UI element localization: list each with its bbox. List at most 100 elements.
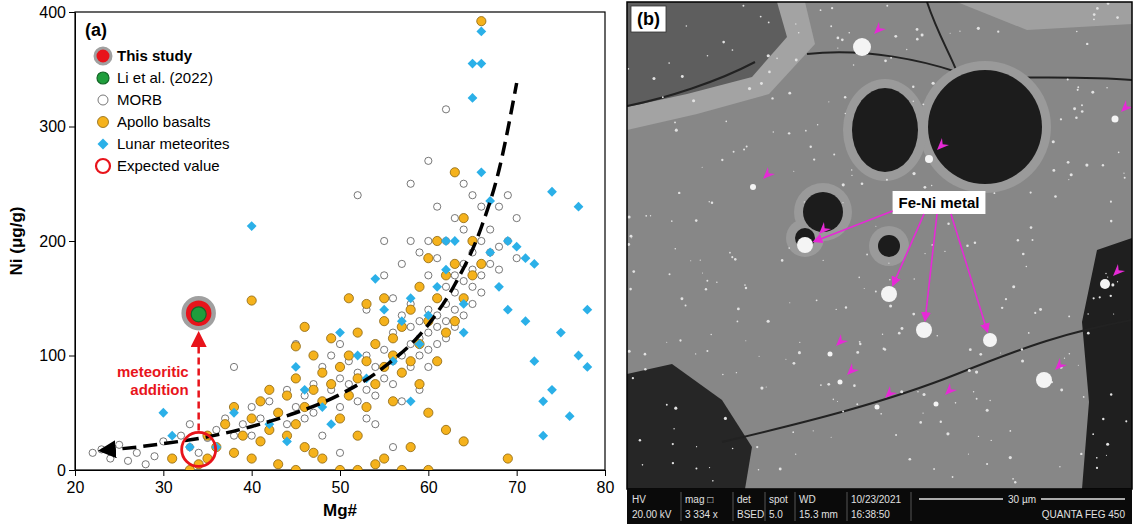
legend-marker: [98, 139, 109, 150]
speckle: [940, 421, 942, 423]
data-point: [424, 254, 433, 263]
y-tick-label: 100: [39, 347, 66, 364]
legend: This studyLi et al. (2022)MORBApollo bas…: [95, 47, 230, 174]
image-frame: [627, 2, 1132, 489]
panel-label: (b): [637, 9, 660, 29]
data-point: [291, 342, 300, 351]
data-point: [529, 356, 539, 366]
speckle: [844, 96, 846, 98]
speckle: [810, 146, 812, 148]
speckle: [702, 167, 703, 168]
data-point: [381, 375, 388, 382]
y-tick-mark: [69, 12, 75, 13]
info-header: spot: [769, 494, 788, 505]
y-axis-title: Ni (μg/g): [7, 207, 26, 276]
data-point: [398, 398, 405, 405]
y-tick: 200: [39, 233, 75, 250]
speckle: [853, 384, 856, 387]
data-point: [336, 340, 343, 347]
speckle: [702, 272, 703, 273]
speckle: [975, 371, 978, 374]
data-point: [256, 397, 265, 406]
metal-bead: [1036, 372, 1052, 388]
vesicle-halo: [869, 226, 909, 266]
x-tick-mark: [252, 470, 253, 476]
data-point: [478, 203, 485, 210]
speckle: [799, 342, 800, 343]
speckle: [729, 252, 731, 254]
vesicle: [878, 235, 900, 257]
y-tick-mark: [69, 241, 75, 242]
speckle: [695, 219, 698, 222]
speckle: [1118, 151, 1120, 153]
data-point: [476, 27, 486, 37]
speckle: [912, 86, 914, 88]
x-tick: 60: [420, 470, 438, 496]
speckle: [662, 96, 664, 98]
speckle: [989, 400, 990, 401]
speckle: [822, 260, 823, 261]
data-point: [266, 398, 273, 405]
speckle: [1113, 313, 1114, 314]
data-point: [504, 192, 511, 199]
speckle: [788, 92, 791, 95]
mineral-region: [957, 2, 1132, 30]
speckle: [1076, 31, 1078, 33]
speckle: [1026, 266, 1028, 268]
speckle: [1000, 353, 1001, 354]
x-tick-mark: [163, 470, 164, 476]
y-axis: 0100200300400: [39, 4, 75, 479]
data-point: [441, 265, 451, 275]
data-point: [407, 180, 414, 187]
speckle: [795, 453, 796, 454]
data-point: [229, 408, 239, 418]
info-value: 15.3 mm: [799, 509, 838, 520]
legend-marker: [98, 95, 108, 105]
data-point: [89, 449, 96, 456]
speckle: [1091, 91, 1094, 94]
plot-frame: [75, 12, 605, 470]
speckle: [1059, 466, 1060, 467]
speckle: [933, 468, 935, 470]
info-header: det: [737, 494, 751, 505]
legend-label: Expected value: [117, 157, 220, 174]
speckle: [678, 192, 680, 194]
speckle: [924, 186, 927, 189]
data-point: [335, 328, 345, 338]
data-point: [372, 363, 379, 370]
data-point: [512, 242, 522, 252]
data-point: [291, 362, 301, 372]
speckle: [779, 468, 782, 471]
series-4: [158, 27, 592, 452]
data-point: [529, 259, 539, 269]
data-point: [406, 293, 416, 303]
data-point: [406, 357, 415, 366]
speckle: [798, 351, 801, 354]
data-point: [362, 299, 371, 308]
data-point: [416, 352, 423, 359]
annotation-text: meteoriticaddition: [117, 363, 189, 398]
speckle: [760, 82, 763, 85]
x-tick: 50: [332, 470, 350, 496]
speckle: [888, 263, 889, 264]
data-point: [372, 392, 379, 399]
data-point: [142, 461, 149, 468]
info-header: mag □: [685, 494, 713, 505]
data-point: [397, 316, 407, 326]
speckle: [916, 28, 919, 31]
pointer-arrow: [881, 386, 897, 402]
speckle: [1087, 313, 1088, 314]
speckle: [884, 59, 887, 62]
speckle: [744, 284, 746, 286]
speckle: [859, 343, 861, 345]
data-point: [354, 398, 361, 405]
data-point: [265, 385, 274, 394]
speckle: [816, 299, 818, 301]
speckle: [1032, 239, 1034, 241]
speckle: [845, 113, 847, 115]
speckle: [968, 454, 969, 455]
data-point: [398, 369, 405, 376]
speckle: [912, 100, 914, 102]
data-point: [451, 272, 458, 279]
speckle: [690, 260, 691, 261]
